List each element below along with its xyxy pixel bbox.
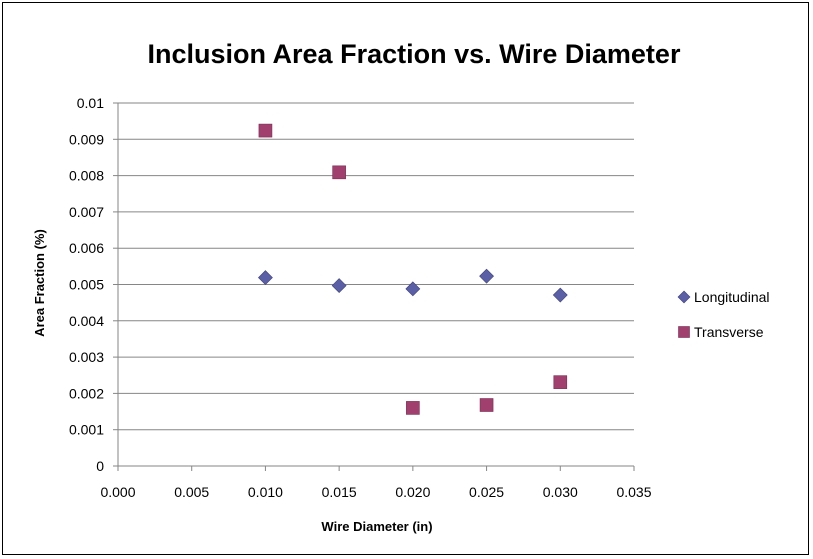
y-tick-label: 0.003 — [69, 349, 104, 365]
transverse-legend-label: Transverse — [694, 324, 764, 340]
longitudinal-data-point — [405, 281, 421, 297]
y-tick-label: 0.008 — [69, 168, 104, 184]
y-tick-label: 0 — [96, 458, 104, 474]
y-tick-label: 0.002 — [69, 385, 104, 401]
longitudinal-data-point — [258, 270, 273, 286]
y-tick-label: 0.007 — [69, 204, 104, 220]
x-axis-title: Wire Diameter (in) — [321, 519, 432, 534]
x-tick-label: 0.010 — [248, 484, 283, 500]
transverse-data-point — [406, 401, 420, 415]
x-tick-label: 0.005 — [174, 484, 209, 500]
longitudinal-legend-marker — [677, 290, 691, 304]
data-markers — [258, 123, 568, 415]
x-tick-label: 0.000 — [100, 484, 135, 500]
legend: Longitudinal Transverse — [677, 289, 770, 340]
transverse-data-point — [553, 375, 568, 389]
y-tick-label: 0.001 — [69, 422, 104, 438]
y-axis-title: Area Fraction (%) — [32, 229, 47, 337]
plot-axes — [113, 102, 635, 471]
longitudinal-data-point — [479, 268, 494, 284]
longitudinal-data-point — [552, 287, 568, 303]
longitudinal-legend-label: Longitudinal — [694, 289, 770, 305]
x-tick-labels: 0.000 0.005 0.010 0.015 0.020 0.025 0.030 0.035 — [100, 484, 651, 500]
gridlines — [118, 102, 634, 431]
x-tick-label: 0.015 — [322, 484, 357, 500]
transverse-data-point — [479, 398, 494, 412]
transverse-data-point — [332, 165, 346, 180]
y-tick-label: 0.004 — [69, 313, 104, 329]
transverse-data-point — [258, 123, 273, 138]
longitudinal-data-point — [331, 278, 347, 294]
y-tick-label: 0.01 — [77, 95, 104, 111]
x-tick-label: 0.030 — [543, 484, 578, 500]
chart-title: Inclusion Area Fraction vs. Wire Diamete… — [148, 39, 681, 69]
y-tick-label: 0.006 — [69, 240, 104, 256]
transverse-legend-marker — [678, 326, 690, 338]
y-tick-labels: 0 0.001 0.002 0.003 0.004 0.005 0.006 0.007 0.00… — [69, 95, 104, 474]
y-tick-label: 0.005 — [69, 277, 104, 293]
x-tick-label: 0.020 — [395, 484, 430, 500]
x-tick-label: 0.035 — [616, 484, 651, 500]
x-tick-label: 0.025 — [469, 484, 504, 500]
y-tick-label: 0.009 — [69, 131, 104, 147]
